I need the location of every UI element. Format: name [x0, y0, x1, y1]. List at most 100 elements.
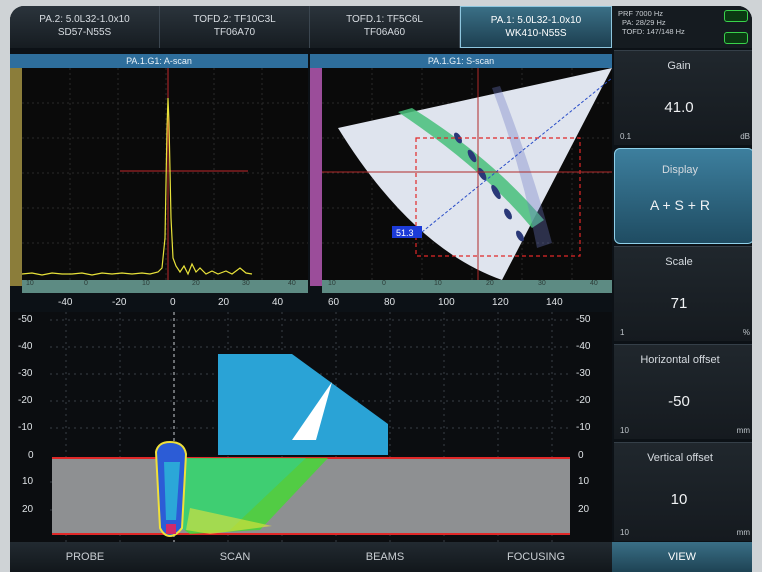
x-tick: 140 — [546, 297, 563, 308]
wedge-shape — [218, 354, 388, 455]
scale-control[interactable]: Scale 71 1 % — [614, 246, 752, 341]
prf-text: PRF 7000 Hz — [618, 9, 664, 18]
display-label: Display — [661, 164, 699, 176]
y-tick: -20 — [18, 395, 33, 406]
sscan-title: PA.1.G1: S-scan — [310, 54, 612, 68]
tab-line2: TF06A70 — [213, 27, 256, 38]
ascan-amplitude-ruler — [10, 68, 22, 286]
sscan-tick: 0 — [382, 280, 386, 287]
gain-control[interactable]: Gain 41.0 0.1 dB — [614, 50, 752, 145]
y-tick: 0 — [578, 450, 584, 461]
horizontal-offset-value: -50 — [668, 393, 690, 410]
ascan-tick: 30 — [242, 280, 250, 287]
tab-tofd1-probe[interactable]: TOFD.1: TF5C6L TF06A60 — [310, 6, 460, 48]
menu-beams[interactable]: BEAMS — [310, 542, 461, 572]
sscan-tick: 10 — [328, 280, 336, 287]
y-tick: 20 — [578, 504, 590, 515]
tab-line2: TF06A60 — [363, 27, 406, 38]
display-control[interactable]: Display A + S + R — [614, 148, 752, 244]
menu-probe[interactable]: PROBE — [10, 542, 161, 572]
horizontal-offset-control[interactable]: Horizontal offset -50 10 mm — [614, 344, 752, 439]
display-value: A + S + R — [650, 197, 710, 213]
sscan-cursor-label: 51.3 — [396, 228, 414, 238]
tab-line2: SD57-N55S — [57, 27, 112, 38]
x-tick: 80 — [384, 297, 396, 308]
horizontal-offset-label: Horizontal offset — [640, 354, 720, 366]
y-tick: 0 — [28, 450, 34, 461]
ascan-tick: 0 — [84, 280, 88, 287]
ascan-tick: 10 — [142, 280, 150, 287]
tab-pa2-probe[interactable]: PA.2: 5.0L32-1.0x10 SD57-N55S — [10, 6, 160, 48]
ascan-tick: 40 — [288, 280, 296, 287]
horizontal-offset-min: 10 — [620, 426, 629, 435]
battery-1-icon — [724, 10, 748, 22]
vertical-offset-control[interactable]: Vertical offset 10 10 mm — [614, 442, 752, 541]
ascan-plot[interactable] — [22, 68, 308, 280]
ray-trace-view[interactable]: -50 -40 -30 -20 -10 0 10 20 -50 -40 -30 … — [10, 312, 612, 542]
sscan-tick: 40 — [590, 280, 598, 287]
battery-2-icon — [724, 32, 748, 44]
ascan-tick: 20 — [192, 280, 200, 287]
status-panel: PRF 7000 Hz PA: 28/29 Hz TOFD: 147/148 H… — [612, 6, 752, 48]
vertical-offset-label: Vertical offset — [647, 452, 713, 464]
vertical-offset-min: 10 — [620, 528, 629, 537]
tofd-rate-text: TOFD: 147/148 Hz — [622, 27, 685, 36]
sscan-tick: 10 — [434, 280, 442, 287]
tab-pa1-probe[interactable]: PA.1: 5.0L32-1.0x10 WK410-N55S — [460, 6, 612, 48]
sscan-backwall-echo — [398, 108, 544, 228]
sscan-position-ruler: 10 0 10 20 30 40 — [322, 280, 612, 293]
scale-label: Scale — [665, 256, 693, 268]
y-tick: 10 — [578, 476, 590, 487]
tab-line2: WK410-N55S — [505, 28, 567, 39]
sscan-depth-ruler — [310, 68, 322, 286]
x-tick: 40 — [272, 297, 284, 308]
ascan-title: PA.1.G1: A-scan — [10, 54, 308, 68]
ascan-svg — [22, 68, 308, 280]
scale-unit: % — [742, 328, 750, 337]
x-tick: -40 — [58, 297, 73, 308]
x-tick: 100 — [438, 297, 455, 308]
y-tick: -20 — [576, 395, 591, 406]
gain-label: Gain — [667, 60, 691, 72]
tab-line1: PA.1: 5.0L32-1.0x10 — [490, 15, 582, 26]
sscan-beam-cursor — [421, 77, 612, 233]
sscan-zoom-box — [415, 137, 581, 257]
x-tick: 60 — [328, 297, 340, 308]
pa-rate-text: PA: 28/29 Hz — [622, 18, 666, 27]
x-tick: -20 — [112, 297, 127, 308]
scale-min: 1 — [620, 328, 625, 337]
y-tick: -50 — [576, 314, 591, 325]
ascan-depth-ruler: 10 0 10 20 30 40 — [22, 280, 308, 293]
sscan-tick: 30 — [538, 280, 546, 287]
scale-value: 71 — [670, 295, 688, 312]
y-tick: -40 — [18, 341, 33, 352]
instrument-screen: PA.2: 5.0L32-1.0x10 SD57-N55S TOFD.2: TF… — [10, 6, 752, 572]
gain-min: 0.1 — [620, 132, 632, 141]
tab-line1: TOFD.2: TF10C3L — [193, 14, 276, 25]
sscan-tick: 20 — [486, 280, 494, 287]
y-tick: -30 — [18, 368, 33, 379]
ray-trace-svg — [50, 312, 570, 542]
menu-focusing[interactable]: FOCUSING — [460, 542, 613, 572]
vertical-offset-unit: mm — [736, 528, 750, 537]
tab-line1: PA.2: 5.0L32-1.0x10 — [39, 14, 130, 25]
tab-line1: TOFD.1: TF5C6L — [346, 14, 423, 25]
tab-tofd2-probe[interactable]: TOFD.2: TF10C3L TF06A70 — [160, 6, 310, 48]
y-tick: 20 — [22, 504, 34, 515]
ascan-waveform — [22, 97, 253, 276]
sscan-svg: 51.3 — [322, 68, 612, 280]
sscan-sector — [338, 68, 612, 280]
vertical-offset-value: 10 — [670, 491, 688, 508]
menu-view[interactable]: VIEW — [612, 542, 752, 572]
x-tick: 120 — [492, 297, 509, 308]
horizontal-offset-unit: mm — [736, 426, 750, 435]
menu-scan[interactable]: SCAN — [160, 542, 311, 572]
sscan-plot[interactable]: 51.3 — [322, 68, 612, 280]
y-tick: 10 — [22, 476, 34, 487]
gain-unit: dB — [740, 132, 750, 141]
ascan-tick: 10 — [26, 280, 34, 287]
y-tick: -40 — [576, 341, 591, 352]
y-tick: -10 — [18, 422, 33, 433]
y-tick: -10 — [576, 422, 591, 433]
x-tick: 0 — [170, 297, 176, 308]
